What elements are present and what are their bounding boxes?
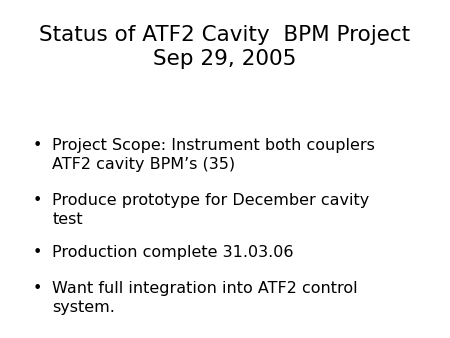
Text: •: •	[33, 193, 42, 208]
Text: Produce prototype for December cavity
test: Produce prototype for December cavity te…	[52, 193, 369, 227]
Text: •: •	[33, 281, 42, 296]
Text: Status of ATF2 Cavity  BPM Project
Sep 29, 2005: Status of ATF2 Cavity BPM Project Sep 29…	[40, 25, 410, 69]
Text: •: •	[33, 138, 42, 153]
Text: Production complete 31.03.06: Production complete 31.03.06	[52, 245, 294, 260]
Text: Project Scope: Instrument both couplers
ATF2 cavity BPM’s (35): Project Scope: Instrument both couplers …	[52, 138, 375, 172]
Text: Want full integration into ATF2 control
system.: Want full integration into ATF2 control …	[52, 281, 358, 315]
Text: •: •	[33, 245, 42, 260]
